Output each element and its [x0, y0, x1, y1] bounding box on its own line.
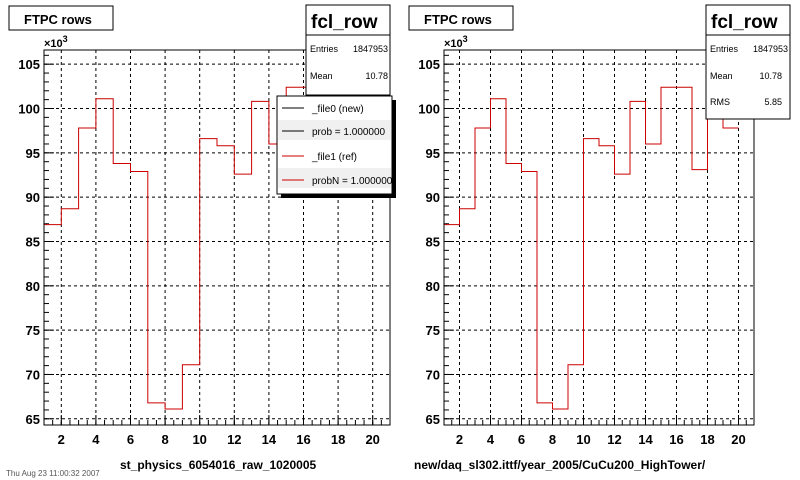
y-tick-label: 95: [26, 146, 40, 161]
pad0-stats-mean: 10.78: [365, 71, 388, 81]
pad1-stats-entries-label: Entries: [710, 44, 739, 54]
pad1-y-scale-label: ×103: [444, 34, 468, 50]
pad0-title-box: [8, 5, 114, 31]
pad1-frame: [443, 49, 755, 426]
y-tick-label: 105: [418, 57, 440, 72]
pad1-series-line: [444, 70, 739, 410]
pad0-x-tick-labels: 2 4 6 8 10 12 14 16 18 20: [58, 432, 380, 447]
x-tick-label: 2: [58, 432, 65, 447]
x-tick-label: 6: [518, 432, 525, 447]
pad1-title-box: [408, 5, 514, 31]
y-tick-label: 90: [26, 190, 40, 205]
y-tick-label: 80: [426, 279, 440, 294]
pad1-stats-rms-label: RMS: [710, 97, 730, 107]
pad1-x-axis-title: new/daq_sl302.ittf/year_2005/CuCu200_Hig…: [414, 458, 706, 472]
y-tick-label: 85: [426, 234, 440, 249]
y-tick-label: 80: [26, 279, 40, 294]
y-tick-label: 90: [426, 190, 440, 205]
pad1-y-tick-labels: 65 70 75 80 85 90 95 100 105: [418, 57, 440, 427]
pad0-title: FTPC rows: [24, 12, 92, 27]
y-tick-label: 75: [426, 323, 440, 338]
y-tick-label: 75: [26, 323, 40, 338]
pad1-title: FTPC rows: [424, 12, 492, 27]
left-histogram-pad: FTPC rows ×103 2 4 6 8 10 12 14 16 18 20 65 70 75 80…: [8, 4, 396, 472]
x-tick-label: 2: [456, 432, 463, 447]
legend-entry-probn: probN = 1.000000: [312, 176, 393, 187]
pad0-y-scale-label: ×103: [44, 34, 68, 50]
x-tick-label: 16: [669, 432, 683, 447]
x-tick-label: 4: [487, 432, 495, 447]
y-tick-label: 100: [18, 102, 40, 117]
x-tick-label: 12: [227, 432, 241, 447]
pad0-x-axis-title: st_physics_6054016_raw_1020005: [120, 458, 316, 472]
y-tick-label: 70: [26, 367, 40, 382]
pad0-frame: [43, 49, 391, 426]
right-histogram-pad: FTPC rows ×103 2 4 6 8 10 12 14 16 18 20 65 70 75 80…: [408, 4, 791, 472]
y-tick-label: 65: [26, 412, 40, 427]
pad0-y-tick-labels: 65 70 75 80 85 90 95 100 105: [18, 57, 40, 427]
pad1-ticks: [443, 54, 755, 425]
pad1-stats-title: fcl_row: [711, 12, 778, 33]
pad1-stats-box: fcl_row Entries 1847953 Mean 10.78 RMS 5…: [705, 4, 791, 120]
pad0-stats-entries-label: Entries: [310, 44, 339, 54]
y-tick-label: 85: [26, 234, 40, 249]
x-tick-label: 4: [92, 432, 100, 447]
footer-timestamp: Thu Aug 23 11:00:32 2007: [6, 469, 100, 478]
pad0-stats-box: fcl_row Entries 1847953 Mean 10.78: [305, 4, 391, 96]
pad1-stats-entries: 1847953: [753, 44, 788, 54]
x-tick-label: 18: [331, 432, 345, 447]
y-tick-label: 70: [426, 367, 440, 382]
pad1-stats-mean-label: Mean: [710, 71, 733, 81]
x-tick-label: 10: [192, 432, 206, 447]
legend-entry-file1: _file1 (ref): [311, 152, 357, 163]
x-tick-label: 16: [296, 432, 310, 447]
pad1-x-tick-labels: 2 4 6 8 10 12 14 16 18 20: [456, 432, 746, 447]
legend-entry-file0: _file0 (new): [311, 104, 364, 115]
pad1-stats-mean: 10.78: [759, 71, 782, 81]
pad0-stats-mean-label: Mean: [310, 71, 333, 81]
x-tick-label: 20: [731, 432, 745, 447]
pad0-stats-title: fcl_row: [311, 12, 378, 33]
y-tick-label: 100: [418, 102, 440, 117]
y-tick-label: 65: [426, 412, 440, 427]
legend-entry-prob: prob = 1.000000: [312, 127, 386, 138]
x-tick-label: 12: [607, 432, 621, 447]
pad1-stats-rms: 5.85: [764, 97, 782, 107]
x-tick-label: 6: [127, 432, 134, 447]
y-tick-label: 95: [426, 146, 440, 161]
x-tick-label: 8: [161, 432, 168, 447]
x-tick-label: 20: [365, 432, 379, 447]
pad0-legend: _file0 (new) prob = 1.000000 _file1 (ref…: [276, 95, 396, 198]
x-tick-label: 14: [262, 432, 277, 447]
x-tick-label: 8: [549, 432, 556, 447]
y-tick-label: 105: [18, 57, 40, 72]
x-tick-label: 10: [576, 432, 590, 447]
pad0-stats-entries: 1847953: [353, 44, 388, 54]
x-tick-label: 18: [700, 432, 714, 447]
pad0-ticks: [43, 54, 391, 425]
x-tick-label: 14: [638, 432, 653, 447]
